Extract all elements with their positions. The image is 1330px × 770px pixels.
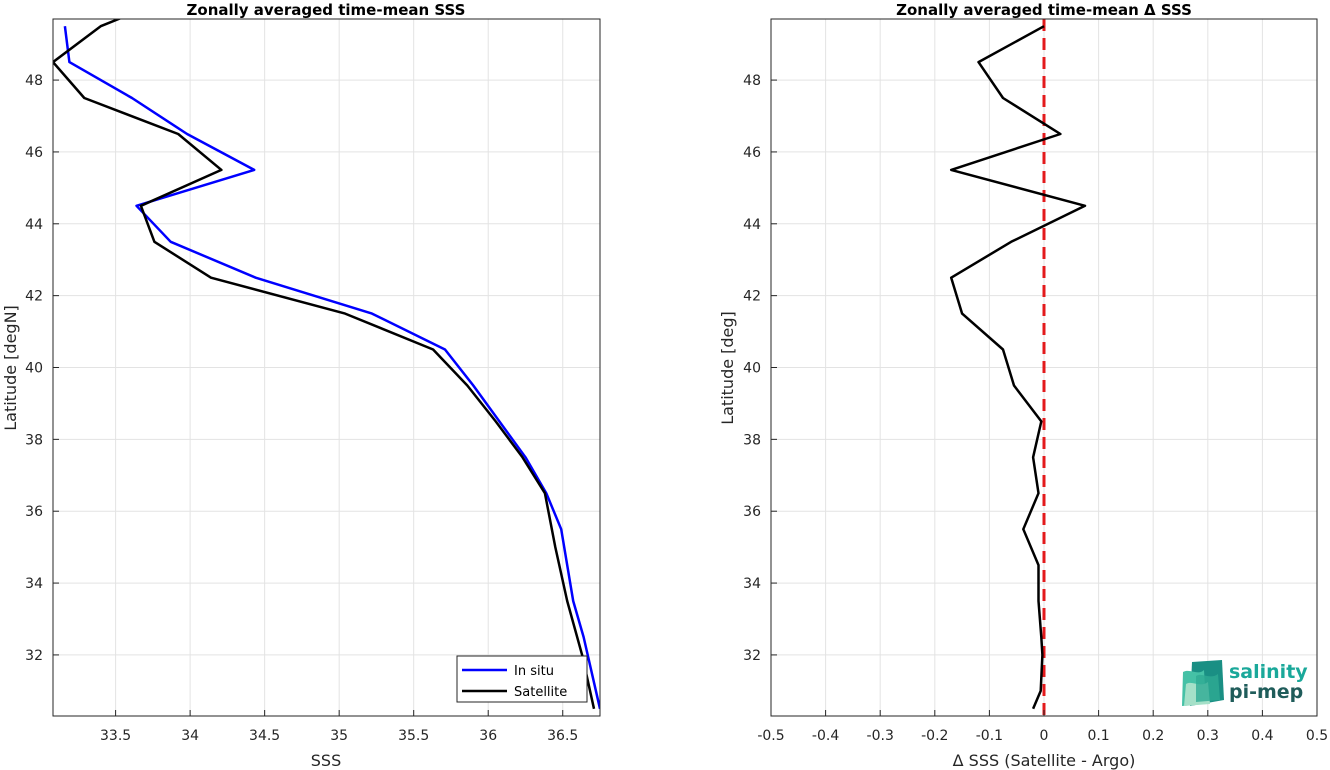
x-axis-label-2: Δ SSS (Satellite - Argo) xyxy=(953,751,1136,770)
x-tick-label: 0.1 xyxy=(1087,728,1109,744)
x-tick-label: 0.5 xyxy=(1306,728,1328,744)
salinity-pi-mep-logo: salinity pi-mep xyxy=(1182,660,1308,706)
y-tick-label: 32 xyxy=(25,648,43,664)
x-tick-label: 36.5 xyxy=(547,728,578,744)
y-tick-label: 44 xyxy=(743,217,761,233)
x-tick-label: 34 xyxy=(181,728,199,744)
axes-box-1 xyxy=(52,18,601,717)
x-tick-label: 33.5 xyxy=(100,728,131,744)
y-tick-label: 38 xyxy=(743,432,761,448)
series-line-in-situ xyxy=(63,26,600,710)
x-tick-label: 0.3 xyxy=(1197,728,1219,744)
series-group-1 xyxy=(53,19,600,710)
tick-labels-2: -0.5 -0.4 -0.3 -0.2 -0.1 0 0.1 0.2 0.3 0.4 0.5 32 34… xyxy=(743,73,1328,744)
y-tick-label: 34 xyxy=(743,576,761,592)
y-tick-label: 32 xyxy=(743,648,761,664)
x-tick-label: -0.1 xyxy=(976,728,1003,744)
x-tick-label: -0.3 xyxy=(867,728,894,744)
y-tick-label: 44 xyxy=(25,217,43,233)
y-tick-label: 42 xyxy=(25,289,43,305)
x-tick-label: 0.4 xyxy=(1251,728,1273,744)
y-tick-label: 34 xyxy=(25,576,43,592)
y-axis-label-1: Latitude [degN] xyxy=(1,305,20,431)
y-tick-label: 40 xyxy=(743,361,761,377)
legend-label-in-situ: In situ xyxy=(514,664,554,679)
axes-box-2 xyxy=(770,18,1318,717)
y-tick-label: 48 xyxy=(25,73,43,89)
y-tick-label: 42 xyxy=(743,289,761,305)
y-tick-label: 36 xyxy=(25,504,43,520)
y-tick-label: 40 xyxy=(25,361,43,377)
x-tick-label: 35 xyxy=(330,728,348,744)
x-tick-label: 34.5 xyxy=(249,728,280,744)
y-tick-label: 48 xyxy=(743,73,761,89)
series-line-satellite xyxy=(53,19,596,710)
series-group-2 xyxy=(949,19,1087,716)
y-tick-label: 46 xyxy=(25,145,43,161)
y-tick-label: 46 xyxy=(743,145,761,161)
x-tick-label: -0.2 xyxy=(921,728,948,744)
x-tick-label: -0.5 xyxy=(757,728,784,744)
legend-box xyxy=(456,655,588,703)
series-line-delta-sss xyxy=(949,25,1087,710)
legend: In situ Satellite xyxy=(456,655,588,703)
chart-title-1: Zonally averaged time-mean SSS xyxy=(187,1,466,19)
y-tick-label: 36 xyxy=(743,504,761,520)
x-tick-label: 0 xyxy=(1040,728,1049,744)
x-tick-label: 0.2 xyxy=(1142,728,1164,744)
legend-label-satellite: Satellite xyxy=(514,685,567,700)
y-axis-label-2: Latitude [deg] xyxy=(718,311,737,425)
x-tick-label: 35.5 xyxy=(398,728,429,744)
logo-text-salinity: salinity xyxy=(1229,661,1308,683)
logo-mark-icon xyxy=(1182,660,1224,706)
x-axis-label-1: SSS xyxy=(311,751,341,770)
x-tick-label: -0.4 xyxy=(812,728,839,744)
tick-labels-1: 33.5 34 34.5 35 35.5 36 36.5 32 34 36 38 40 42 44 46 48 xyxy=(25,73,578,744)
logo-text-pi-mep: pi-mep xyxy=(1229,681,1303,703)
chart-title-2: Zonally averaged time-mean Δ SSS xyxy=(896,1,1192,19)
y-tick-label: 38 xyxy=(25,432,43,448)
delta-sss-profile-panel: -0.5 -0.4 -0.3 -0.2 -0.1 0 0.1 0.2 0.3 0.4 0.5 32 34… xyxy=(718,1,1328,770)
x-tick-label: 36 xyxy=(479,728,497,744)
sss-profile-panel: 33.5 34 34.5 35 35.5 36 36.5 32 34 36 38 40 42 44 46 48… xyxy=(1,1,601,770)
